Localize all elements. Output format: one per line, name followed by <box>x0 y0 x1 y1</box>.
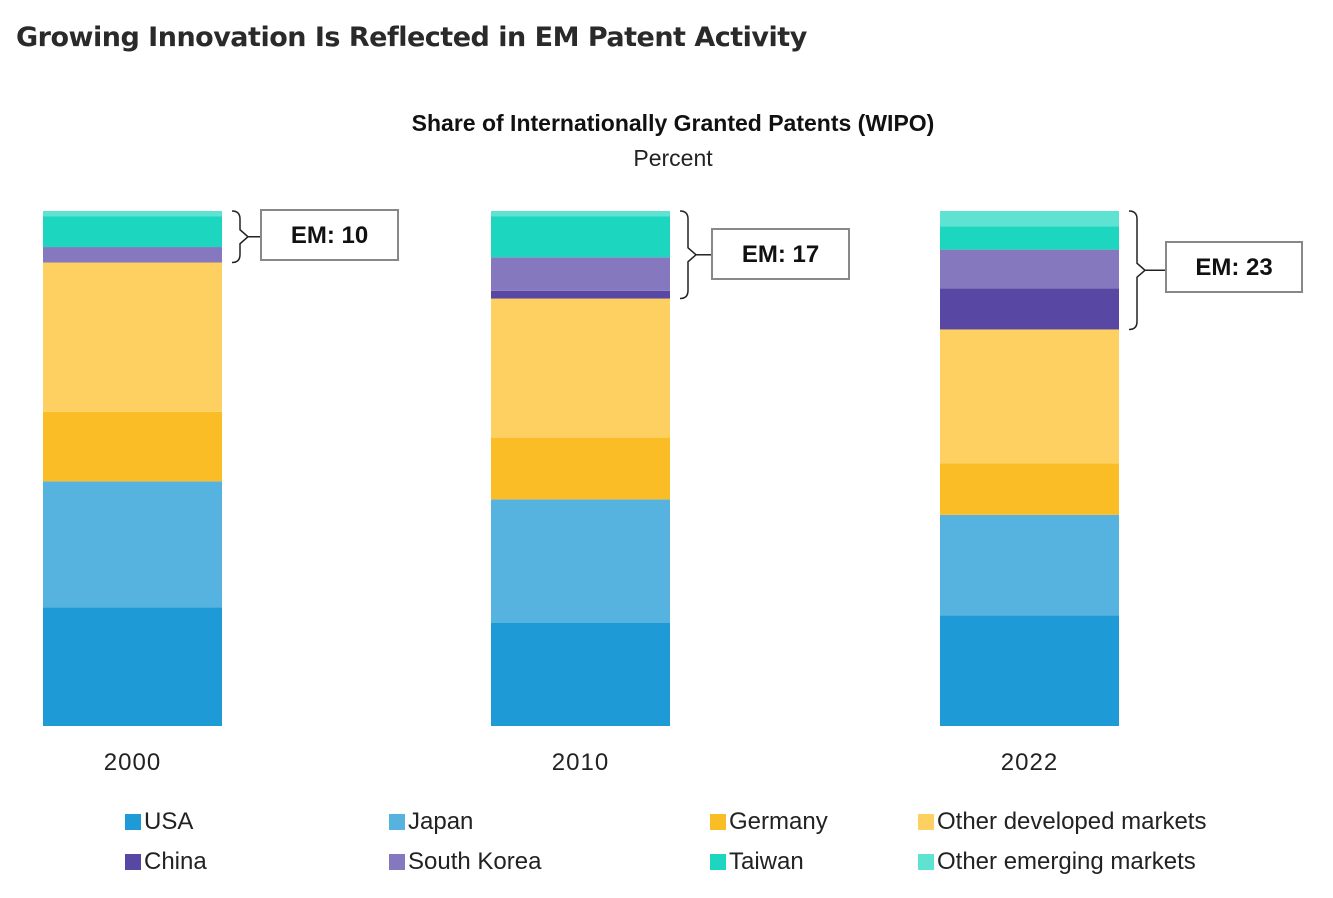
bar-segment-japan-2022 <box>940 514 1119 616</box>
bar-segment-south-korea-2000 <box>43 247 222 263</box>
em-annotation-box-2010 <box>711 228 850 280</box>
em-annotation-label-2022: EM: 23 <box>1195 254 1272 281</box>
bar-segment-south-korea-2010 <box>491 257 670 291</box>
x-tick-labels: 2000 2010 2022 <box>104 749 1058 776</box>
bar-segment-taiwan-2000 <box>43 216 222 248</box>
bar-segment-usa-2000 <box>43 607 222 726</box>
bar-segment-japan-2000 <box>43 481 222 608</box>
bar-segment-other-emerging-markets-2010 <box>491 211 670 217</box>
bar-segment-germany-2010 <box>491 437 670 500</box>
bar-segment-germany-2022 <box>940 463 1119 515</box>
bar-segment-china-2010 <box>491 290 670 299</box>
bar-segment-china-2022 <box>940 288 1119 330</box>
chart-title: Share of Internationally Granted Patents… <box>412 110 935 136</box>
bar-segment-germany-2000 <box>43 411 222 482</box>
x-tick-label-2000: 2000 <box>104 749 161 776</box>
chart-subtitle: Percent <box>633 145 713 171</box>
x-tick-label-2022: 2022 <box>1001 749 1058 776</box>
em-annotation-label-2000: EM: 10 <box>291 222 368 249</box>
bar-segment-other-emerging-markets-2022 <box>940 211 1119 227</box>
em-bracket-2022 <box>1128 210 1147 331</box>
em-annotation-box-2000 <box>260 209 399 261</box>
bar-segment-usa-2010 <box>491 623 670 726</box>
em-brackets-group: EM: 10 EM: 17 EM: 23 <box>231 209 1303 331</box>
em-annotation-box-2022 <box>1165 241 1303 293</box>
bar-segment-japan-2010 <box>491 499 670 623</box>
bar-segment-other-developed-markets-2000 <box>43 262 222 412</box>
bar-segment-usa-2022 <box>940 615 1119 726</box>
em-annotation-label-2010: EM: 17 <box>742 241 819 268</box>
bar-segment-taiwan-2010 <box>491 216 670 258</box>
bar-segment-taiwan-2022 <box>940 226 1119 250</box>
bars-group <box>43 211 1119 726</box>
x-tick-label-2010: 2010 <box>552 749 609 776</box>
bar-segment-south-korea-2022 <box>940 249 1119 289</box>
bar-segment-other-developed-markets-2022 <box>940 329 1119 464</box>
em-bracket-2010 <box>679 210 698 300</box>
page-title: Growing Innovation Is Reflected in EM Pa… <box>16 22 807 53</box>
bar-segment-other-developed-markets-2010 <box>491 298 670 438</box>
bar-segment-other-emerging-markets-2000 <box>43 211 222 217</box>
em-bracket-2000 <box>231 210 250 264</box>
